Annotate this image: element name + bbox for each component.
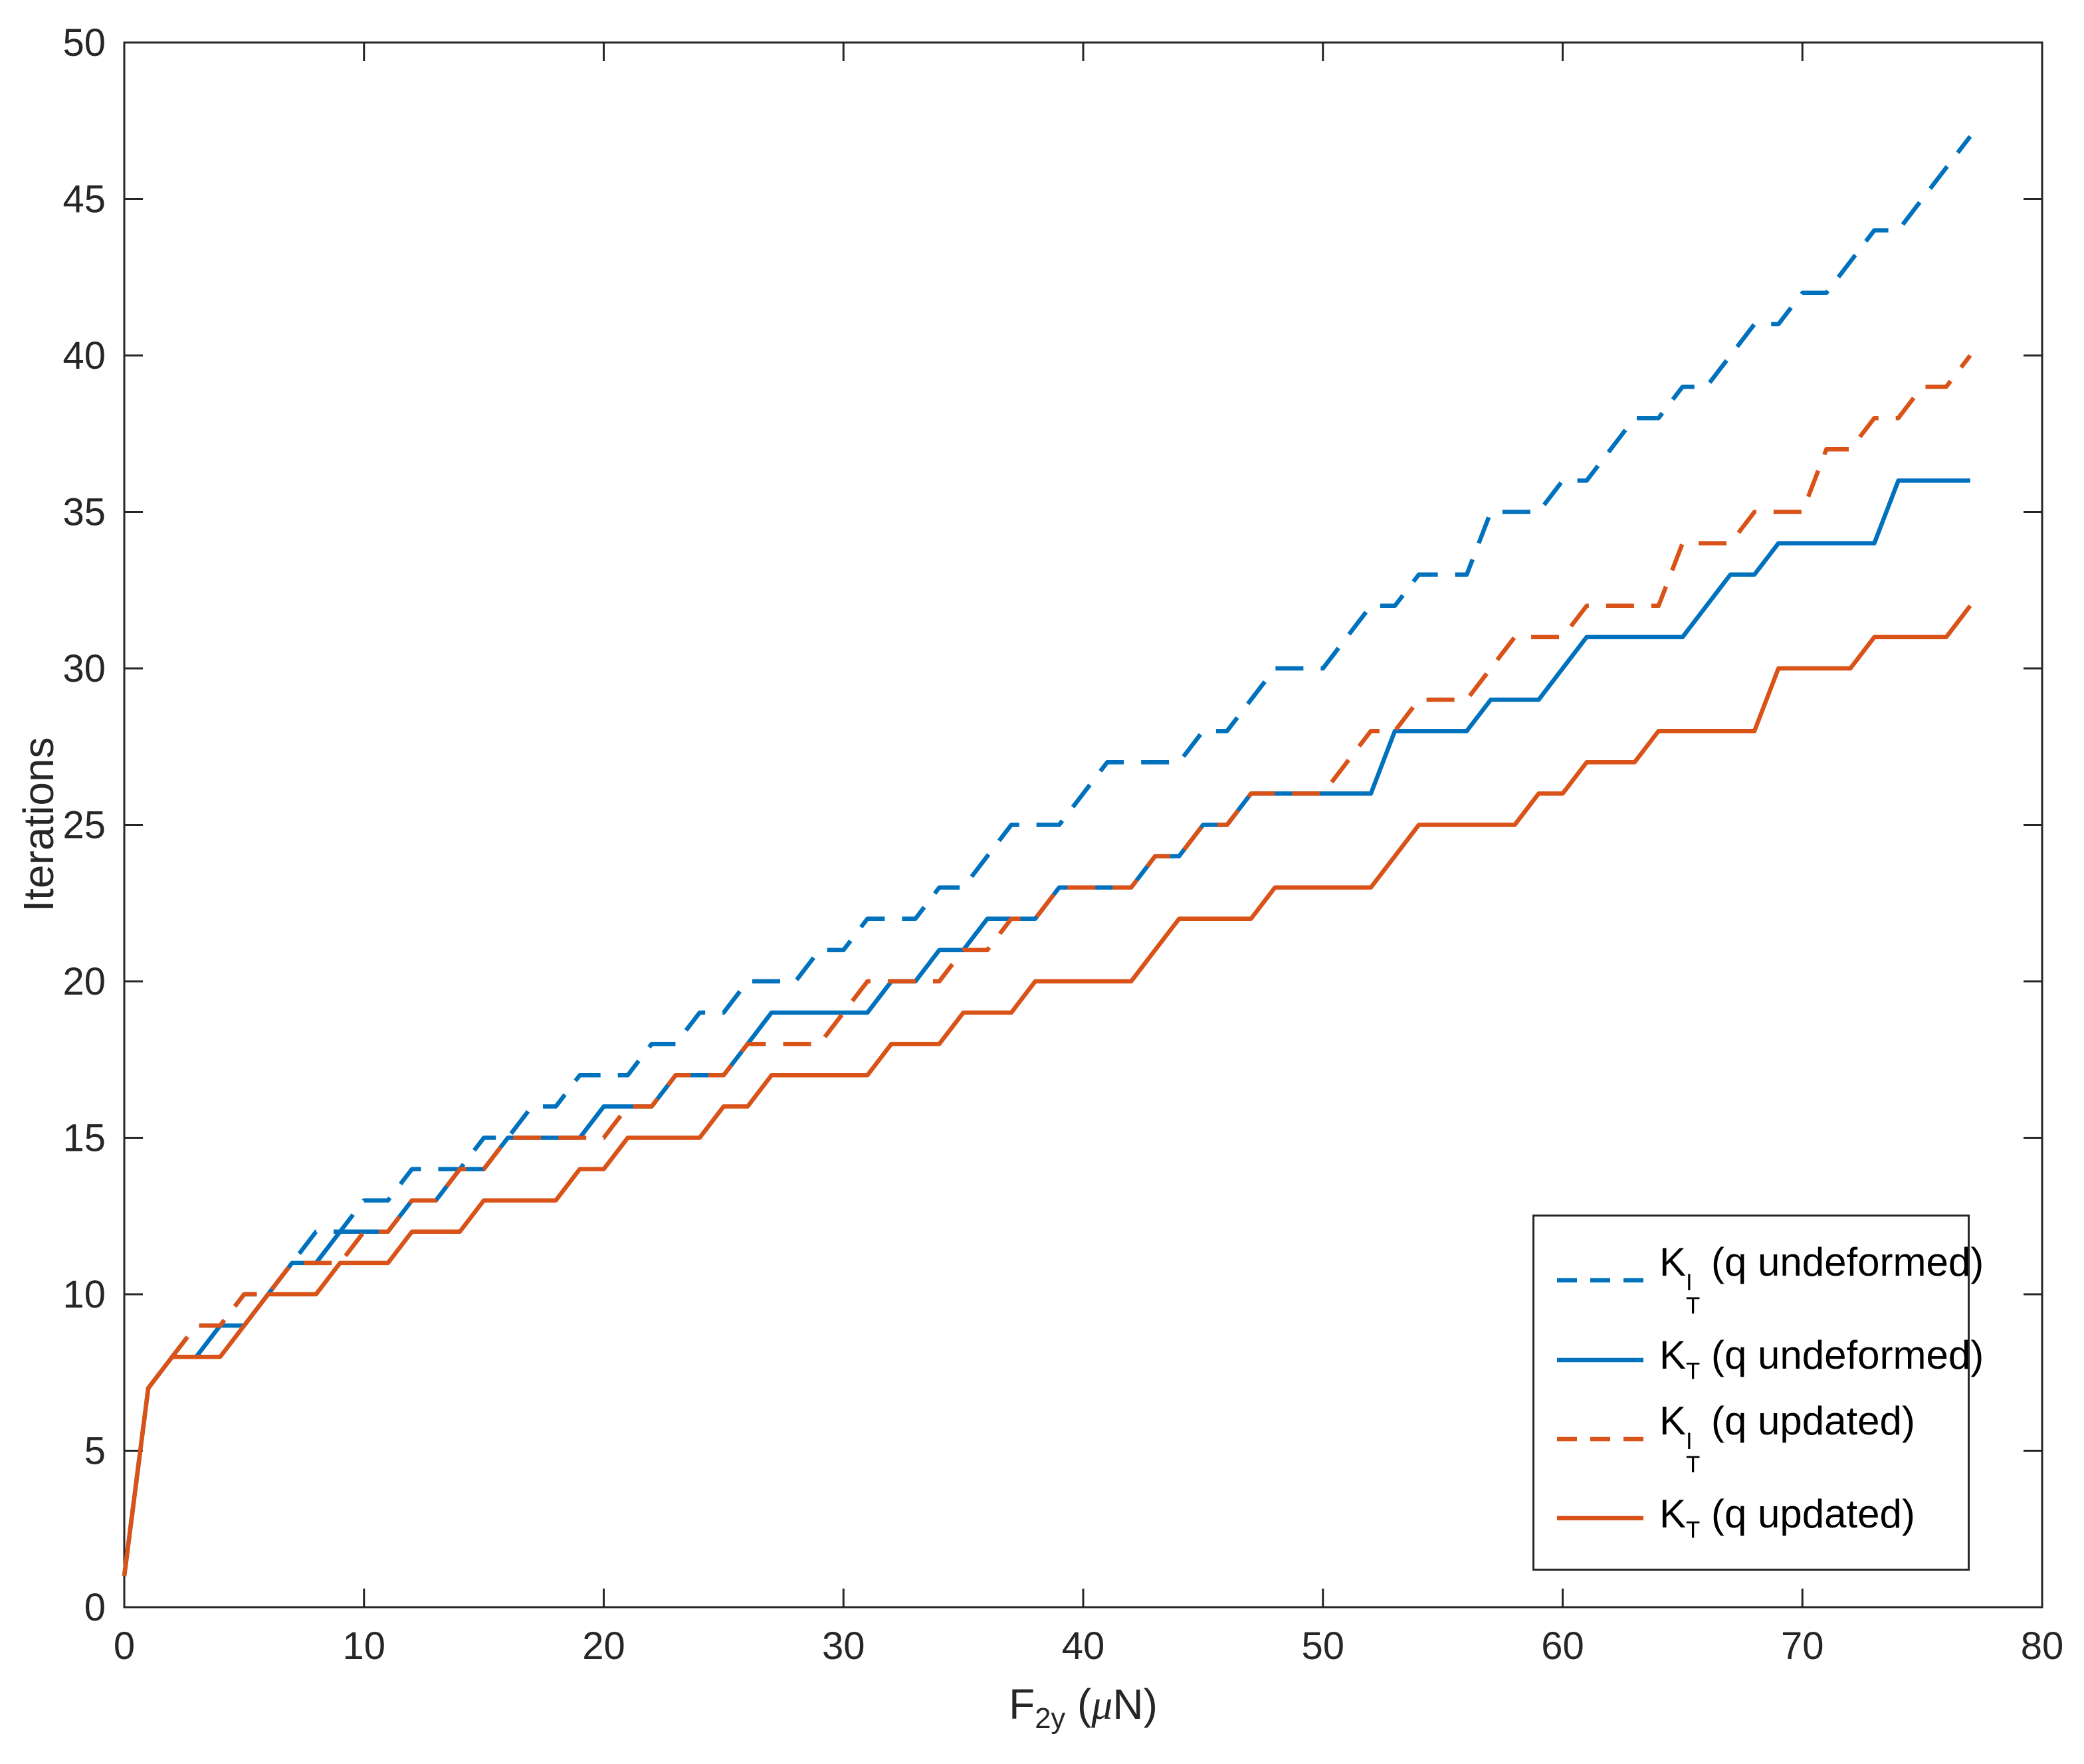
legend-solid-line-sample <box>1557 1357 1643 1362</box>
y-tick-label: 25 <box>62 804 106 847</box>
y-tick-label: 45 <box>62 178 106 221</box>
legend-entry-label: KT (q undeformed) <box>1659 1333 1984 1385</box>
series-line <box>122 135 1972 1577</box>
legend-entry-label: KT (q updated) <box>1659 1492 1915 1543</box>
x-tick-label: 20 <box>582 1624 625 1668</box>
x-axis-label-subscript: 2y <box>1035 1702 1066 1735</box>
y-tick-label: 20 <box>62 960 106 1003</box>
x-axis-label-unit: N) <box>1112 1680 1158 1728</box>
mu-symbol: μ <box>1091 1681 1113 1728</box>
x-tick-label: 40 <box>1062 1624 1105 1668</box>
x-tick-label: 50 <box>1301 1624 1344 1668</box>
legend-entry: KT (q updated) <box>1534 1494 1968 1542</box>
y-axis-label: Iterations <box>15 737 62 912</box>
y-tick-label: 15 <box>62 1117 106 1160</box>
series-line <box>122 354 1972 1577</box>
x-tick-label: 70 <box>1781 1624 1824 1668</box>
y-tick-label: 40 <box>62 334 106 377</box>
y-tick-label: 10 <box>62 1273 106 1316</box>
x-tick-label: 10 <box>342 1624 385 1668</box>
x-tick-label: 80 <box>2021 1624 2064 1668</box>
x-tick-label: 0 <box>114 1624 135 1668</box>
x-axis-label-paren: ( <box>1065 1680 1092 1728</box>
x-axis-label-symbol: F <box>1009 1680 1035 1728</box>
y-tick-label: 30 <box>62 647 106 690</box>
legend-dashed-line-sample <box>1557 1278 1643 1283</box>
legend-entry: KT (q undeformed) <box>1534 1335 1984 1383</box>
x-axis-label: F2y (μN) <box>1009 1680 1158 1735</box>
y-tick-label: 50 <box>62 21 106 64</box>
y-tick-label: 35 <box>62 491 106 534</box>
y-tick-label: 5 <box>84 1430 106 1473</box>
legend-solid-line-sample <box>1557 1516 1643 1521</box>
y-tick-label: 0 <box>84 1586 106 1629</box>
x-tick-label: 60 <box>1541 1624 1584 1668</box>
series-line <box>122 604 1972 1577</box>
x-tick-label: 30 <box>822 1624 865 1668</box>
legend-dashed-line-sample <box>1557 1436 1643 1442</box>
